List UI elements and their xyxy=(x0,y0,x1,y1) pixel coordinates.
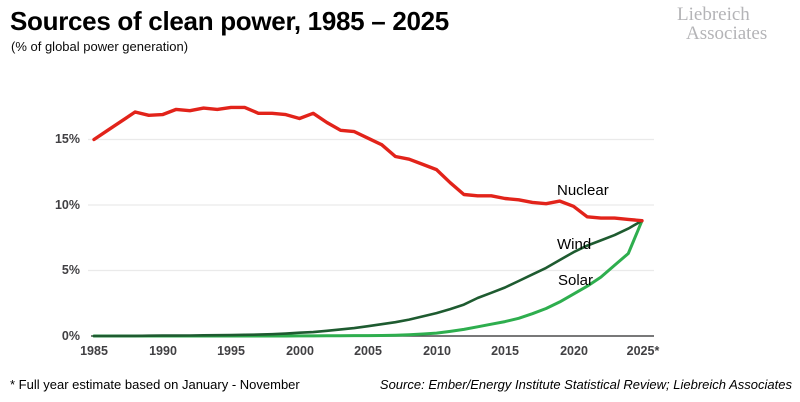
series-label-nuclear: Nuclear xyxy=(557,182,609,199)
x-axis-tick-label: 2015 xyxy=(491,344,519,358)
page-title: Sources of clean power, 1985 – 2025 xyxy=(10,6,449,36)
logo-line1: Liebreich xyxy=(677,4,750,25)
y-axis-tick-label: 0% xyxy=(61,329,80,343)
x-axis-tick-label: 2000 xyxy=(286,344,314,358)
x-axis-tick-label: 1995 xyxy=(217,344,245,358)
y-axis-tick-label: 10% xyxy=(54,198,80,212)
liebreich-logo: Liebreich Associates xyxy=(677,5,767,43)
y-axis-tick-label: 5% xyxy=(61,263,80,277)
x-axis-tick-label: 2025* xyxy=(626,344,660,358)
x-axis-tick-label: 2020 xyxy=(560,344,588,358)
page-subtitle: (% of global power generation) xyxy=(11,39,189,54)
x-axis-tick-label: 1985 xyxy=(80,344,108,358)
source-credit: Source: Ember/Energy Institute Statistic… xyxy=(379,377,792,392)
x-axis-tick-label: 1990 xyxy=(149,344,177,358)
footnote: * Full year estimate based on January - … xyxy=(10,377,300,392)
y-axis-tick-label: 15% xyxy=(54,132,80,146)
x-axis-tick-label: 2010 xyxy=(423,344,451,358)
logo-line2: Associates xyxy=(686,23,768,44)
series-label-solar: Solar xyxy=(558,272,594,289)
x-axis-tick-label: 2005 xyxy=(354,344,382,358)
series-label-wind: Wind xyxy=(557,236,592,253)
